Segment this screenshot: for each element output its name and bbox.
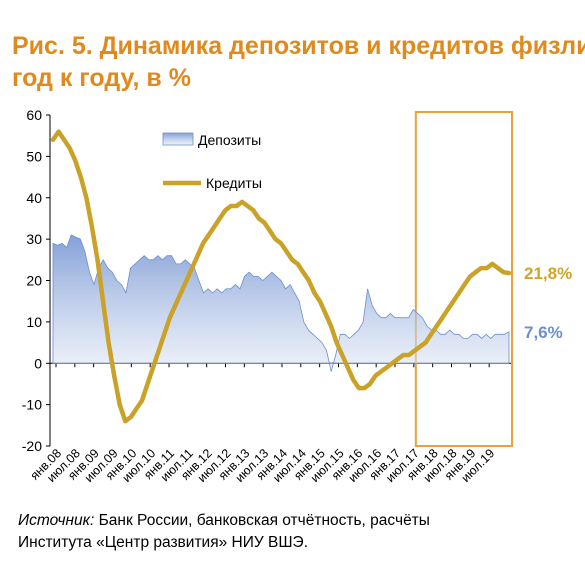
legend-deposits-swatch: [162, 132, 194, 146]
y-tick-label: 50: [26, 148, 42, 164]
y-tick-label: 0: [34, 355, 42, 371]
highlight-box: [414, 111, 514, 447]
legend-deposits-label: Депозиты: [198, 132, 261, 148]
y-tick-label: 40: [26, 190, 42, 206]
y-tick-label: 20: [26, 273, 42, 289]
y-tick-label: 30: [26, 231, 42, 247]
deposits-end-label: 7,6%: [524, 323, 563, 342]
y-tick-label: 10: [26, 314, 42, 330]
source-note: Источник: Банк России, банковская отчётн…: [18, 510, 578, 554]
chart-title: Рис. 5. Динамика депозитов и кредитов фи…: [12, 30, 585, 94]
y-tick-label: 60: [26, 107, 42, 123]
title-line-2: год к году, в %: [12, 64, 191, 92]
legend-credits-label: Кредиты: [206, 175, 262, 191]
y-tick-label: -10: [22, 397, 42, 413]
source-text: Банк России, банковская отчётность, расч…: [94, 512, 430, 529]
source-text-2: Института «Центр развития» НИУ ВШЭ.: [18, 534, 308, 551]
title-line-1: Рис. 5. Динамика депозитов и кредитов фи…: [12, 32, 585, 60]
source-label: Источник:: [18, 512, 95, 529]
credits-end-label: 21,8%: [524, 264, 572, 283]
deposits-area: [52, 234, 510, 372]
credits-line: [50, 129, 512, 424]
y-tick-label: -20: [22, 438, 42, 454]
